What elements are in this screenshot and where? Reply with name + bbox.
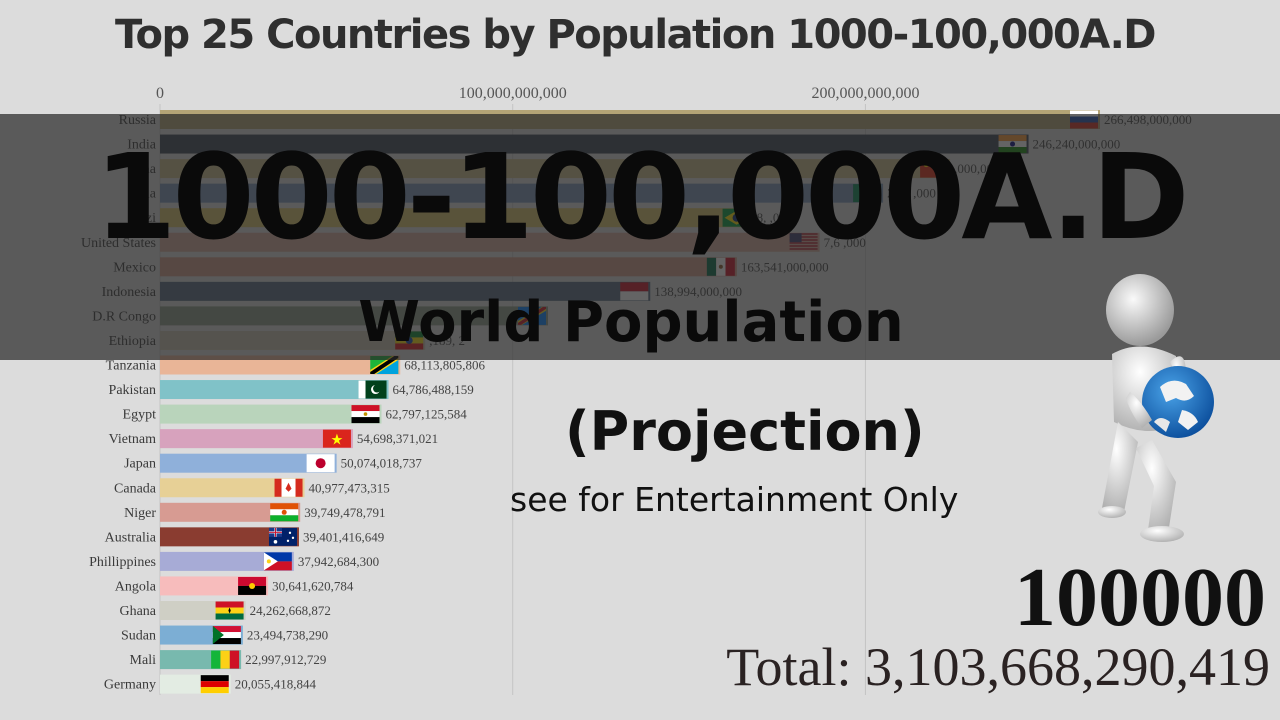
value-label: 54,698,371,021 — [357, 431, 438, 446]
overlay-range-heading: 1000-100,000A.D — [94, 128, 1189, 266]
category-label: Germany — [104, 678, 156, 693]
category-label: Ghana — [119, 604, 156, 619]
mali-flag-icon — [211, 650, 240, 669]
x-tick-label: 200,000,000,000 — [811, 85, 919, 102]
value-label: 37,942,684,300 — [298, 554, 379, 569]
category-label: Egypt — [123, 408, 157, 423]
category-label: Pakistan — [109, 383, 156, 398]
value-label: 68,113,805,806 — [404, 358, 485, 373]
x-tick-label: 0 — [156, 85, 164, 102]
category-label: Canada — [114, 481, 157, 496]
bar-canada — [160, 478, 305, 498]
category-label: Mali — [130, 653, 157, 668]
value-label: 23,494,738,290 — [247, 628, 328, 643]
bar-japan — [160, 453, 337, 473]
bar-phillippines — [160, 551, 294, 571]
germany-flag-icon — [200, 675, 229, 694]
sudan-flag-icon — [212, 626, 241, 645]
overlay-subtitle: World Population — [358, 290, 904, 355]
value-label: 39,401,416,649 — [303, 529, 384, 544]
category-label: Niger — [124, 506, 156, 521]
egypt-flag-icon — [351, 405, 380, 424]
x-tick-label: 100,000,000,000 — [459, 85, 567, 102]
category-label: Vietnam — [109, 432, 156, 447]
canada-flag-icon — [274, 478, 303, 497]
philippines-flag-icon — [263, 552, 292, 571]
value-label: 62,797,125,584 — [385, 407, 467, 422]
niger-flag-icon — [270, 503, 299, 522]
projection-label: (Projection) — [565, 400, 925, 463]
bar-pakistan — [160, 380, 389, 400]
category-label: Angola — [115, 579, 157, 594]
entertainment-note: see for Entertainment Only — [510, 480, 959, 519]
australia-flag-icon — [268, 527, 297, 546]
bar-vietnam — [160, 429, 353, 449]
japan-flag-icon — [306, 454, 335, 473]
category-label: Sudan — [121, 629, 156, 644]
bar-tanzania — [160, 355, 401, 375]
value-label: 64,786,488,159 — [393, 382, 474, 397]
value-label: 50,074,018,737 — [341, 456, 423, 471]
chart-title: Top 25 Countries by Population 1000-100,… — [115, 12, 1156, 58]
category-label: Australia — [105, 530, 157, 545]
total-population: Total: 3,103,668,290,419 — [726, 637, 1270, 697]
pakistan-flag-icon — [358, 380, 387, 399]
bar-niger — [160, 502, 301, 522]
angola-flag-icon — [238, 576, 267, 595]
vietnam-flag-icon — [322, 429, 351, 448]
value-label: 30,641,620,784 — [272, 578, 354, 593]
overlay-band — [0, 114, 1280, 360]
value-label: 20,055,418,844 — [235, 677, 317, 692]
figure-with-globe-image — [1098, 274, 1214, 542]
value-label: 39,749,478,791 — [304, 505, 385, 520]
value-label: 24,262,668,872 — [250, 603, 331, 618]
category-label: Japan — [124, 457, 156, 472]
bar-egypt — [160, 404, 382, 424]
tanzania-flag-icon — [370, 356, 399, 374]
value-label: 22,997,912,729 — [245, 652, 326, 667]
category-label: Tanzania — [106, 359, 157, 374]
ghana-flag-icon — [215, 601, 244, 620]
bar-australia — [160, 527, 299, 547]
category-label: Phillippines — [89, 555, 156, 570]
year-counter: 100000 — [1014, 551, 1266, 644]
value-label: 40,977,473,315 — [309, 480, 390, 495]
